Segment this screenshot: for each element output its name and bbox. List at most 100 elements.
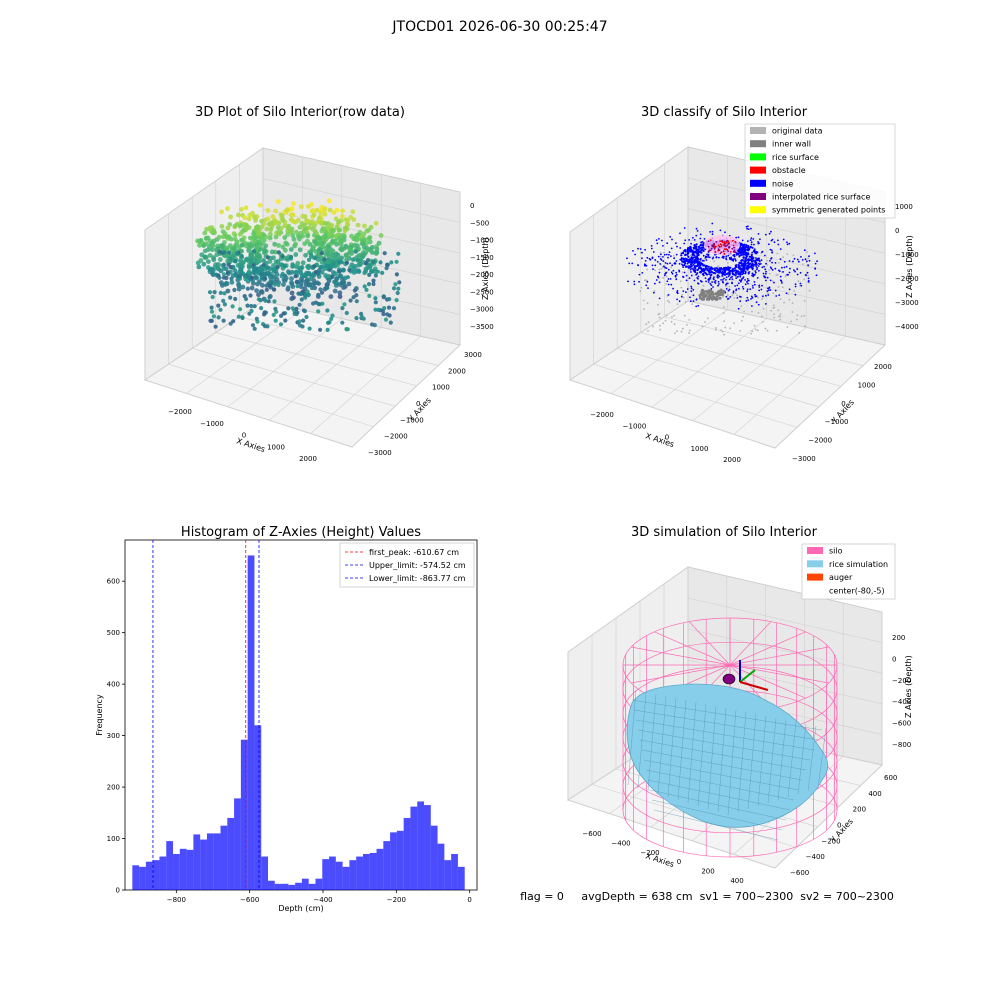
- raw-point: [280, 254, 285, 259]
- cls-point-noise: [725, 276, 728, 279]
- raw-point: [275, 225, 281, 230]
- raw-z-tick: −3500: [470, 323, 494, 331]
- raw-point: [334, 233, 340, 239]
- cls-point-noise: [718, 267, 721, 270]
- cls-point-noise: [656, 275, 659, 278]
- cls-legend-box: [744, 123, 896, 219]
- cls-y-tick: −2000: [808, 437, 832, 445]
- raw-point: [286, 285, 291, 290]
- cls-point-noise: [670, 255, 672, 257]
- cls-point-noise: [762, 272, 765, 275]
- cls-point-noise: [774, 267, 777, 270]
- cls-point-noise: [663, 274, 666, 277]
- cls-point-noise: [654, 264, 657, 267]
- cls-point-noise: [675, 278, 678, 280]
- cls-point-interp: [713, 243, 715, 245]
- grid-line: [664, 316, 864, 366]
- raw-point: [305, 218, 310, 224]
- cls-point-noise: [690, 264, 694, 267]
- cls-point-noise: [744, 279, 746, 281]
- cls-point-original: [772, 304, 775, 307]
- cls-point-noise: [667, 294, 670, 296]
- hist-bar: [457, 866, 465, 890]
- cls-x-tick: 1000: [691, 445, 709, 453]
- cls-point-noise: [815, 274, 818, 277]
- cls-legend-label: rice surface: [772, 153, 819, 162]
- raw-point: [352, 264, 358, 269]
- cls-point-noise: [675, 242, 677, 245]
- raw-point: [314, 207, 320, 213]
- raw-point: [221, 272, 227, 277]
- cls-point-noise: [744, 270, 747, 273]
- cls-point-noise: [666, 280, 669, 283]
- cls-point-noise: [770, 249, 773, 252]
- raw-point: [325, 285, 330, 290]
- cls-legend-swatch: [750, 206, 766, 214]
- raw-point: [222, 253, 228, 259]
- cls-point-noise: [660, 259, 663, 261]
- cls-point-noise: [703, 264, 706, 267]
- raw-point: [229, 279, 235, 285]
- silo-spoke: [729, 664, 829, 684]
- raw-point: [288, 256, 293, 261]
- cls-point-noise: [728, 278, 731, 281]
- cls-point-noise: [753, 283, 756, 286]
- cls-point-original: [689, 254, 692, 257]
- grid-line: [168, 363, 374, 427]
- raw-point: [221, 318, 226, 323]
- cls-point-noise: [746, 248, 750, 252]
- cls-point-noise: [692, 264, 695, 266]
- cls-point-noise: [695, 273, 697, 276]
- raw-point: [294, 269, 299, 275]
- cls-point-noise: [766, 290, 769, 292]
- raw-point: [216, 315, 221, 320]
- cls-point-noise: [730, 256, 732, 259]
- raw-point: [251, 231, 256, 237]
- cls-point-original: [659, 255, 662, 258]
- raw-point: [307, 326, 312, 331]
- cls-point-noise: [721, 279, 724, 281]
- raw-point: [344, 310, 349, 316]
- cls-point-noise: [715, 256, 718, 259]
- cls-point-noise: [753, 281, 756, 283]
- cls-point-noise: [663, 253, 666, 256]
- raw-point: [297, 323, 303, 328]
- raw-point: [309, 219, 315, 225]
- cls-point-noise: [686, 251, 689, 255]
- cls-point-original: [776, 273, 779, 276]
- cls-point-original: [671, 316, 673, 318]
- hist-bar: [451, 853, 458, 890]
- cls-point-wall: [709, 293, 713, 296]
- cls-point-noise: [728, 270, 732, 273]
- cls-point-noise: [751, 262, 754, 265]
- cls-point-noise: [750, 258, 753, 261]
- raw-point: [319, 251, 324, 256]
- cls-point-noise: [788, 271, 791, 274]
- hist-bar: [247, 555, 255, 890]
- raw-points: [195, 198, 402, 332]
- raw-point: [240, 284, 246, 290]
- cls-point-noise: [769, 260, 771, 262]
- silo-spoke: [631, 664, 731, 684]
- hist-bar: [329, 856, 336, 890]
- cls-point-noise: [721, 275, 724, 277]
- silo-spoke: [729, 646, 829, 666]
- cls-point-noise: [747, 245, 750, 248]
- raw-point: [222, 291, 227, 296]
- raw-point: [211, 257, 217, 263]
- raw-point: [300, 213, 305, 219]
- cls-point-original: [660, 268, 663, 270]
- cls-point-noise: [757, 241, 759, 243]
- cls-point-noise: [678, 262, 681, 265]
- hist-bar: [424, 805, 431, 890]
- raw-point: [245, 303, 250, 308]
- cls-point-noise: [679, 247, 682, 249]
- hist-bar: [315, 878, 323, 890]
- silo-spoke: [688, 621, 731, 666]
- cls-point-noise: [664, 266, 667, 269]
- cls-point-noise: [689, 296, 691, 299]
- cls-point-noise: [665, 253, 668, 256]
- cls-point-noise: [760, 288, 763, 291]
- cls-point-original: [779, 313, 782, 316]
- raw-point: [288, 247, 294, 252]
